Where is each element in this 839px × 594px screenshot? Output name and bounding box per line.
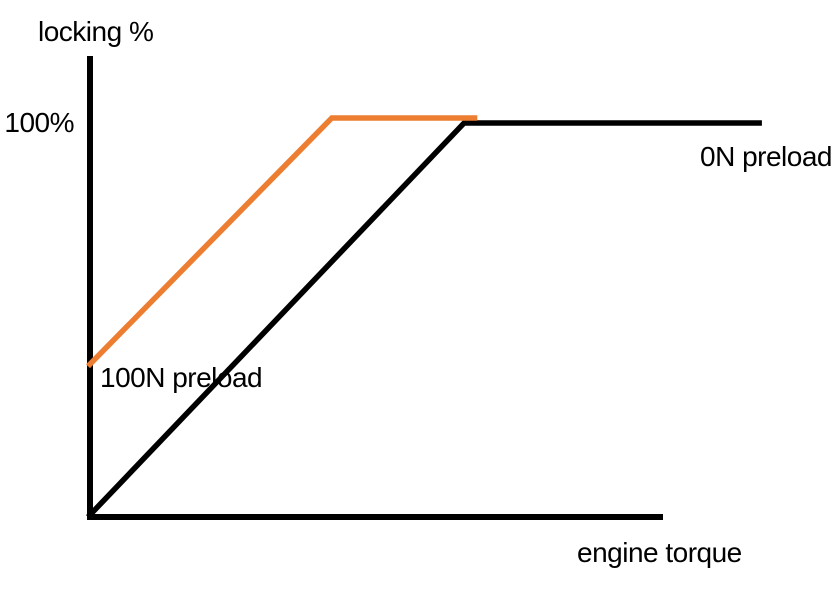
y-axis-tick-100: 100% [4,107,74,138]
y-axis-title: locking % [38,16,154,47]
series-lines [86,115,762,519]
series-line-100n-preload [86,115,478,369]
series-line-0n-preload [86,120,762,519]
series-label-100n-preload: 100N preload [100,362,263,393]
x-axis-title: engine torque [577,537,742,568]
series-label-0n-preload: 0N preload [700,141,832,172]
